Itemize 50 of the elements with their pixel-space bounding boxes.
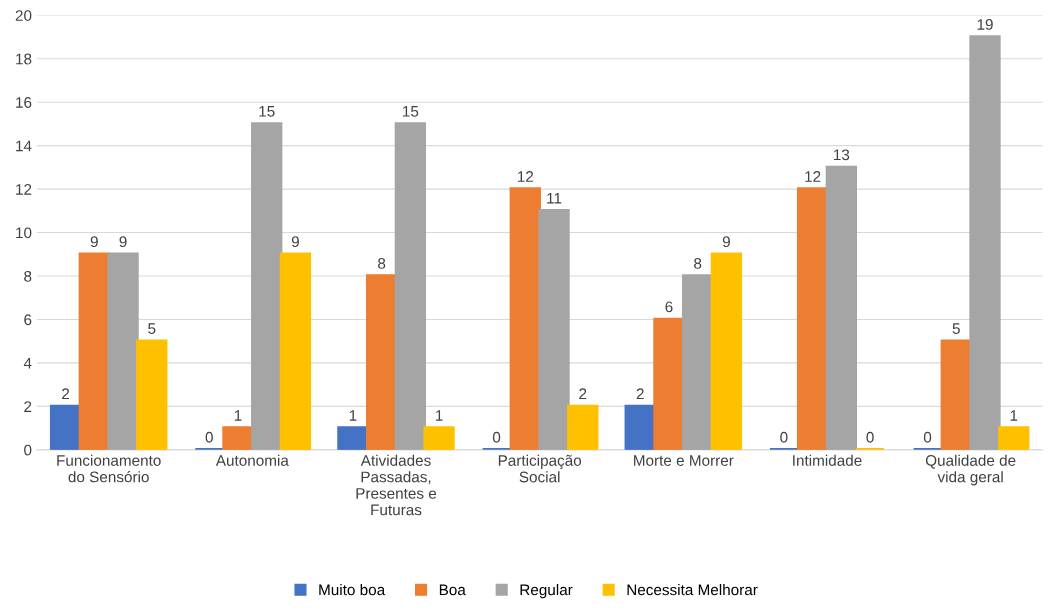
y-tick-label: 12	[16, 183, 32, 195]
legend-label: Necessita Melhorar	[627, 584, 758, 596]
y-tick-label: 18	[16, 53, 32, 65]
y-tick-label: 14	[16, 140, 32, 152]
data-label: 1	[436, 410, 443, 421]
data-label: 0	[205, 431, 213, 443]
x-tick-label: Atividades Passadas, Presentes e Futuras	[356, 454, 437, 516]
data-label: 5	[148, 323, 156, 334]
data-label: 0	[923, 431, 932, 443]
y-tick-label: 2	[24, 401, 32, 412]
data-label: 2	[579, 388, 587, 400]
data-label: 12	[517, 171, 534, 182]
y-tick-label: 10	[16, 227, 32, 239]
x-tick-label: Morte e Morrer	[634, 455, 734, 466]
y-tick-label: 0	[24, 444, 32, 456]
data-label: 1	[234, 410, 242, 421]
y-tick-label: 4	[23, 357, 32, 369]
data-label: 11	[547, 192, 562, 204]
data-label: 1	[1010, 410, 1018, 421]
data-label: 1	[349, 410, 357, 421]
data-label: 9	[119, 236, 127, 248]
data-label: 5	[952, 323, 960, 334]
data-label: 0	[866, 431, 874, 443]
data-label: 8	[378, 258, 386, 269]
y-tick-label: 16	[16, 97, 32, 108]
y-tick-label: 6	[24, 314, 32, 326]
data-label: 9	[90, 236, 98, 248]
x-tick-label: Autonomia	[215, 454, 289, 466]
legend-label: Muito boa	[319, 584, 386, 596]
x-tick-label: Participação Social	[498, 454, 582, 483]
x-tick-label: Intimidade	[793, 454, 862, 466]
data-label: 12	[805, 171, 821, 182]
data-label: 2	[636, 388, 644, 400]
x-tick-label: Funcionamento do Sensório	[57, 454, 161, 483]
data-label: 0	[492, 431, 501, 443]
data-label: 15	[259, 106, 275, 117]
data-label: 19	[977, 19, 993, 30]
data-label: 0	[780, 431, 788, 443]
data-label: 9	[291, 236, 299, 248]
data-label: 2	[62, 388, 70, 400]
legend-label: Regular	[520, 584, 573, 599]
y-tick-label: 20	[15, 10, 32, 21]
data-label: 15	[403, 106, 419, 117]
data-label: 9	[722, 236, 730, 248]
data-label: 6	[665, 301, 673, 313]
data-label: 8	[694, 258, 702, 269]
data-label: 13	[834, 149, 850, 161]
legend-label: Boa	[439, 584, 466, 596]
x-tick-label: Qualidade de vida geral	[925, 454, 1016, 486]
y-tick-label: 8	[24, 270, 32, 282]
